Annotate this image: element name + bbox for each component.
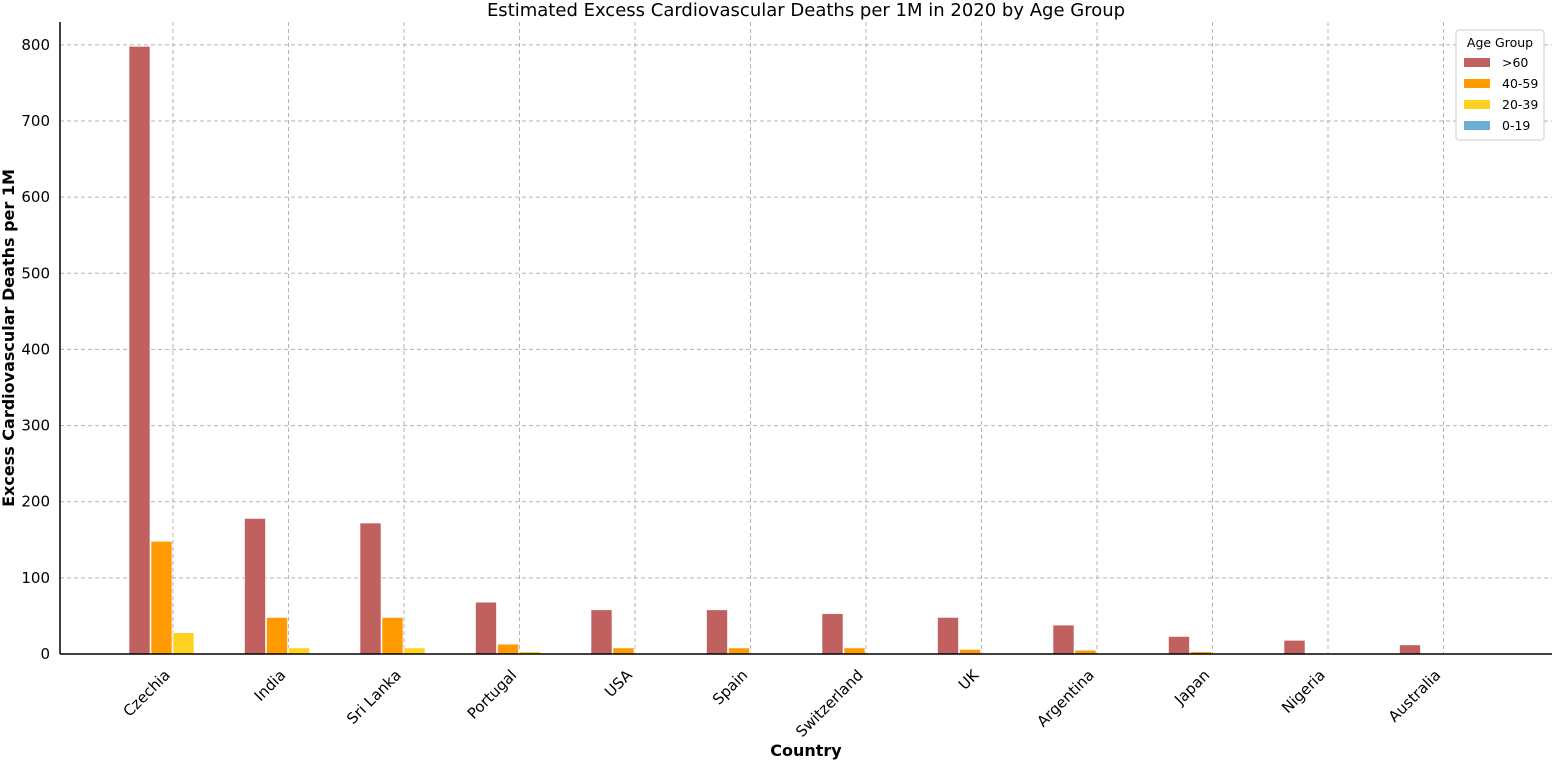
legend-label-3: 0-19 bbox=[1502, 118, 1530, 133]
x-tick-label: USA bbox=[601, 666, 636, 701]
axes bbox=[59, 22, 1552, 655]
bar-argentina-0 bbox=[1052, 624, 1075, 655]
x-tick-label: Japan bbox=[1170, 666, 1213, 709]
bar-czechia-1 bbox=[150, 541, 173, 655]
legend-swatch-3 bbox=[1464, 121, 1490, 130]
y-tick-label: 800 bbox=[21, 36, 50, 54]
legend-box bbox=[1455, 29, 1545, 141]
y-tick-label: 700 bbox=[21, 112, 50, 130]
bar-usa-0 bbox=[590, 609, 613, 655]
bar-czechia-2 bbox=[172, 632, 195, 655]
bar-india-2 bbox=[288, 647, 310, 655]
grid-lines bbox=[60, 22, 1552, 654]
bar-sri-lanka-0 bbox=[359, 522, 382, 655]
bar-sri-lanka-1 bbox=[381, 617, 404, 655]
legend-swatch-1 bbox=[1464, 79, 1490, 88]
x-tick-label: Czechia bbox=[120, 666, 174, 720]
legend-title: Age Group bbox=[1467, 35, 1533, 50]
legend-items: >60 40-59 20-39 0-19 bbox=[1464, 55, 1538, 133]
legend-label-1: 40-59 bbox=[1502, 76, 1538, 91]
bar-australia-0 bbox=[1399, 644, 1421, 655]
x-tick-label: Switzerland bbox=[792, 666, 867, 741]
y-tick-label: 200 bbox=[21, 493, 50, 511]
bar-india-1 bbox=[266, 617, 288, 655]
x-tick-label: Argentina bbox=[1033, 666, 1097, 730]
bar-nigeria-0 bbox=[1283, 639, 1306, 655]
bar-usa-1 bbox=[612, 647, 635, 655]
x-axis-title: Country bbox=[770, 741, 842, 760]
bar-japan-0 bbox=[1168, 636, 1190, 655]
bar-spain-0 bbox=[706, 609, 728, 655]
bar-spain-1 bbox=[728, 647, 750, 655]
x-tick-label: Portugal bbox=[464, 666, 521, 723]
legend-label-0: >60 bbox=[1502, 55, 1528, 70]
bar-uk-0 bbox=[937, 617, 959, 655]
bar-czechia-0 bbox=[128, 46, 151, 655]
y-axis-title: Excess Cardiovascular Deaths per 1M bbox=[0, 169, 18, 507]
bar-sri-lanka-2 bbox=[403, 647, 426, 655]
legend-swatch-2 bbox=[1464, 100, 1490, 109]
bar-india-0 bbox=[244, 518, 266, 655]
chart-title: Estimated Excess Cardiovascular Deaths p… bbox=[487, 0, 1125, 21]
bar-switzerland-1 bbox=[843, 647, 866, 655]
y-tick-label: 300 bbox=[21, 417, 50, 435]
bars bbox=[128, 46, 1487, 655]
bar-portugal-0 bbox=[475, 601, 497, 655]
x-tick-label: Nigeria bbox=[1278, 666, 1329, 717]
legend: Age Group >60 40-59 20-39 0-19 bbox=[1455, 29, 1545, 141]
y-tick-label: 500 bbox=[21, 264, 50, 282]
x-tick-label: Sri Lanka bbox=[343, 666, 405, 728]
y-tick-label: 400 bbox=[21, 340, 50, 358]
y-tick-labels: 0 100 200 300 400 500 600 700 800 bbox=[21, 36, 50, 663]
y-tick-label: 0 bbox=[40, 645, 50, 663]
y-tick-label: 100 bbox=[21, 569, 50, 587]
x-tick-label: India bbox=[251, 666, 290, 705]
x-tick-label: UK bbox=[955, 665, 983, 693]
y-tick-label: 600 bbox=[21, 188, 50, 206]
legend-swatch-0 bbox=[1464, 58, 1490, 67]
legend-label-2: 20-39 bbox=[1502, 97, 1538, 112]
x-tick-label: Spain bbox=[709, 666, 751, 708]
bar-switzerland-0 bbox=[821, 613, 844, 655]
x-tick-label: Australia bbox=[1385, 666, 1445, 726]
bar-portugal-1 bbox=[497, 643, 519, 655]
x-tick-labels: Czechia India Sri Lanka Portugal USA Spain Swi… bbox=[120, 665, 1445, 740]
